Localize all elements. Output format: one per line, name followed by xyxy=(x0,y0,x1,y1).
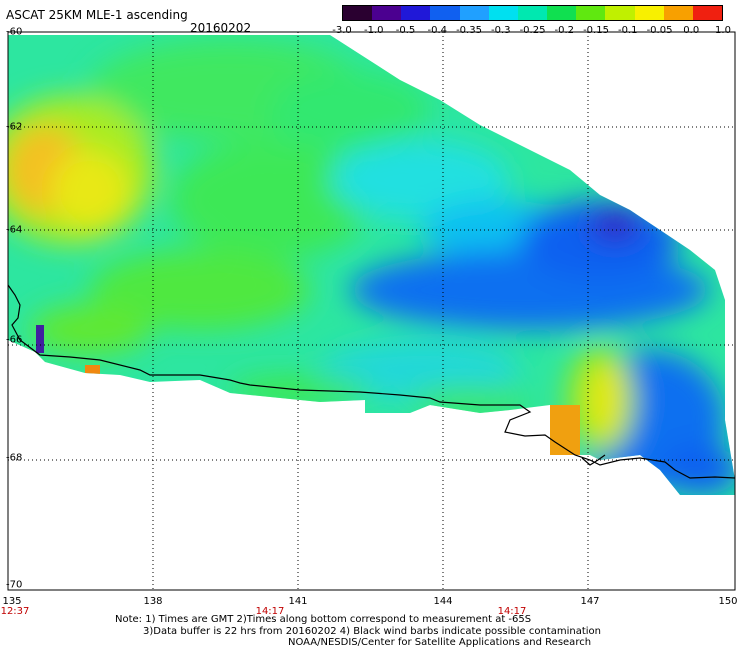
colorbar-segment xyxy=(372,6,402,20)
colorbar-tick-label: -0.35 xyxy=(456,25,482,36)
colorbar-tick-label: -0.15 xyxy=(583,25,609,36)
colorbar-tick-label: 0.0 xyxy=(683,25,700,36)
colorbar-segment xyxy=(576,6,606,20)
colorbar xyxy=(342,5,723,21)
colorbar-tick-label: -0.25 xyxy=(519,25,546,36)
colorbar-tick-label: -1.0 xyxy=(363,25,384,36)
lat-label: -66 xyxy=(6,334,23,346)
lon-label: 141 xyxy=(288,596,308,607)
lat-label: -62 xyxy=(6,121,23,133)
graticule xyxy=(8,32,735,590)
lon-label: 144 xyxy=(433,596,453,607)
colorbar-segment xyxy=(663,6,693,20)
coastline xyxy=(7,284,736,479)
swath-data xyxy=(8,35,735,495)
colorbar-segment xyxy=(488,6,518,20)
colorbar-tick-label: -0.1 xyxy=(617,25,638,36)
map-date: 20160202 xyxy=(190,21,252,35)
colorbar-segment xyxy=(343,6,373,20)
colorbar-segment xyxy=(401,6,431,20)
map-title: ASCAT 25KM MLE-1 ascending xyxy=(6,8,188,22)
colorbar-segment xyxy=(517,6,548,20)
lon-label: 135 xyxy=(2,596,22,607)
colorbar-tick-label: -0.2 xyxy=(554,25,575,36)
colorbar-tick-label: 1.0 xyxy=(715,25,731,36)
lon-label: 147 xyxy=(580,596,600,607)
colorbar-segment xyxy=(605,6,635,20)
lon-label: 150 xyxy=(718,596,738,607)
lat-label: -68 xyxy=(6,452,23,464)
note-line: Note: 1) Times are GMT 2)Times along bot… xyxy=(115,614,532,625)
colorbar-tick-label: -0.3 xyxy=(490,25,511,36)
lat-label: -60 xyxy=(6,26,23,38)
lat-label: -70 xyxy=(6,579,23,591)
lat-label: -64 xyxy=(6,224,23,236)
map-frame xyxy=(7,31,736,591)
lon-label: 138 xyxy=(143,596,163,607)
footnotes: Note: 1) Times are GMT 2)Times along bot… xyxy=(115,614,601,649)
note-line: NOAA/NESDIS/Center for Satellite Applica… xyxy=(288,637,592,648)
colorbar-tick-label: -0.05 xyxy=(646,25,673,36)
colorbar-segment xyxy=(430,6,460,20)
colorbar-segment xyxy=(547,6,577,20)
colorbar-segment xyxy=(692,6,723,20)
note-line: 3)Data buffer is 22 hrs from 20160202 4)… xyxy=(143,625,601,637)
colorbar-tick-label: -0.5 xyxy=(395,25,416,36)
time-label: 12:37 xyxy=(0,606,30,617)
colorbar-tick-label: -3.0 xyxy=(332,25,352,36)
colorbar-segment xyxy=(634,6,664,20)
time-label: 14:17 xyxy=(255,606,285,617)
colorbar-labels: -3.0 -1.0 -0.5 -0.4 -0.35 -0.3 -0.25 -0.2 -0.15-… xyxy=(330,25,735,39)
time-label: 14:17 xyxy=(497,606,527,617)
colorbar-tick-label: -0.4 xyxy=(427,25,448,36)
colorbar-segment xyxy=(459,6,489,20)
